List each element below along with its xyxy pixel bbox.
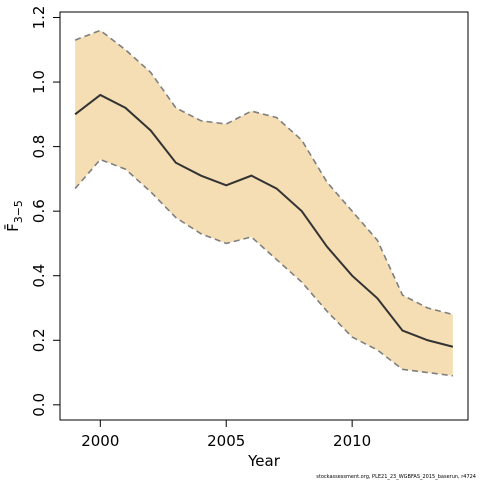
- y-axis-label-sub: 3−5: [12, 200, 25, 223]
- y-tick-label: 0.2: [30, 328, 48, 352]
- y-tick-label: 0.6: [30, 199, 48, 223]
- y-axis-label: F̄3−5: [3, 200, 25, 232]
- x-tick-label: 2010: [333, 432, 371, 450]
- y-tick-label: 0.4: [30, 264, 48, 288]
- lower-bound: [74, 158, 453, 377]
- plot-frame: [59, 11, 469, 421]
- y-tick-label: 1.0: [30, 70, 48, 94]
- y-tick-label: 1.2: [30, 6, 48, 30]
- x-tick-label: 2000: [81, 432, 119, 450]
- y-tick-label: 0.8: [30, 135, 48, 159]
- confidence-band: [75, 30, 453, 376]
- y-axis-label-main: F̄: [3, 223, 22, 232]
- x-tick-label: 2005: [207, 432, 245, 450]
- y-tick-label: 0.0: [30, 393, 48, 417]
- upper-bound: [74, 29, 454, 316]
- x-axis-label: Year: [247, 452, 281, 470]
- estimate-line: [74, 93, 454, 348]
- source-note: stockassessment.org, PLE21_23_WGBFAS_201…: [316, 474, 476, 480]
